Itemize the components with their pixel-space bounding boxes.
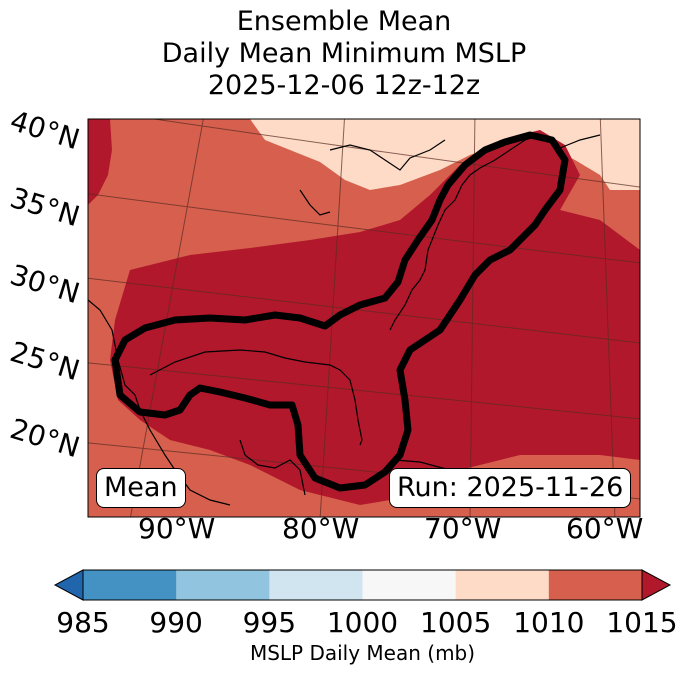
colorbar-over-arrow bbox=[641, 569, 672, 601]
colorbar-segment-985 bbox=[83, 570, 177, 600]
field-over-1015 bbox=[88, 119, 640, 505]
colorbar-label: MSLP Daily Mean (mb) bbox=[249, 641, 476, 665]
colorbar bbox=[53, 569, 672, 601]
title-line-1: Ensemble Mean bbox=[236, 6, 452, 37]
lon-label-70w: 70°W bbox=[424, 512, 502, 545]
colorbar-segment-1000 bbox=[362, 570, 457, 600]
colorbar-tick-985: 985 bbox=[56, 606, 110, 639]
map-frame bbox=[87, 118, 641, 518]
ensemble-contour bbox=[111, 131, 569, 492]
colorbar-tick-1005: 1005 bbox=[420, 606, 492, 639]
colorbar-under-arrow bbox=[53, 569, 84, 601]
lon-label-90w: 90°W bbox=[138, 512, 216, 545]
colorbar-tick-1010: 1010 bbox=[513, 606, 585, 639]
lon-label-60w: 60°W bbox=[566, 512, 644, 545]
colorbar-segment-995 bbox=[269, 570, 363, 600]
colorbar-frame bbox=[82, 569, 643, 601]
lon-label-80w: 80°W bbox=[282, 512, 360, 545]
colorbar-segment-1005 bbox=[455, 570, 550, 600]
mean-label-box: Mean bbox=[96, 468, 186, 508]
title-line-2: Daily Mean Minimum MSLP bbox=[161, 38, 527, 69]
colorbar-segment-990 bbox=[176, 570, 270, 600]
colorbar-tick-995: 995 bbox=[242, 606, 297, 639]
run-label-box: Run: 2025-11-26 bbox=[389, 468, 632, 508]
colorbar-tick-1000: 1000 bbox=[326, 606, 399, 639]
title-line-3: 2025-12-06 12z-12z bbox=[207, 70, 481, 101]
colorbar-segment-1010 bbox=[548, 570, 643, 600]
colorbar-tick-990: 990 bbox=[149, 606, 203, 639]
colorbar-tick-1015: 1015 bbox=[606, 606, 678, 639]
